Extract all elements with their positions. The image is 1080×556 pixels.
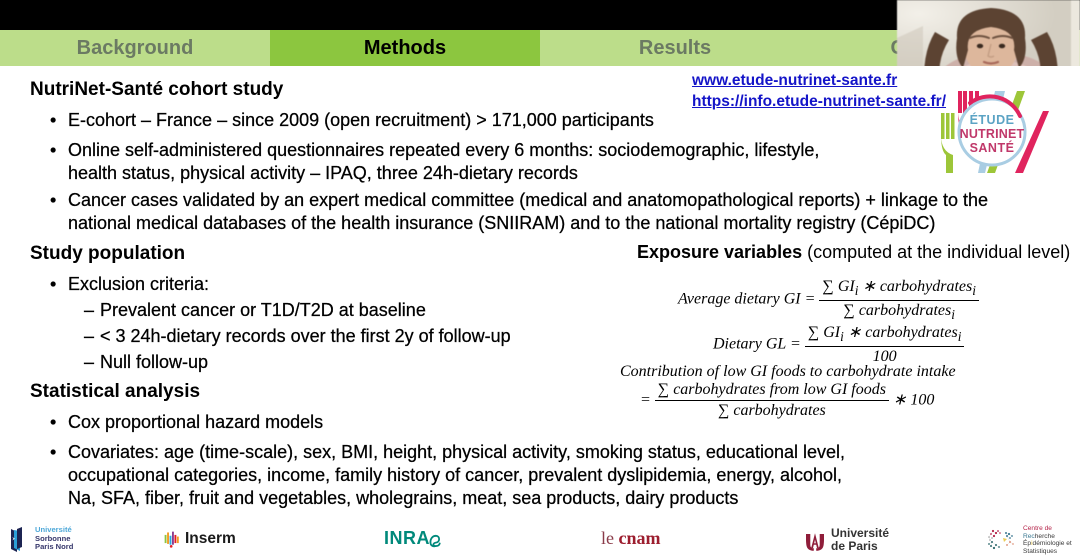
svg-text:SANTÉ: SANTÉ	[970, 140, 1015, 155]
svg-text:ÉTUDE: ÉTUDE	[970, 112, 1015, 127]
svg-text:NUTRINET: NUTRINET	[960, 127, 1025, 141]
